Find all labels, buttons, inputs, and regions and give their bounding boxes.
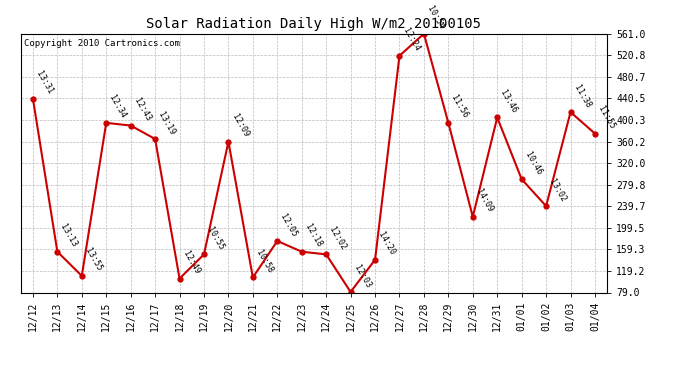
Text: 12:34: 12:34: [108, 94, 128, 120]
Text: 13:13: 13:13: [59, 223, 79, 249]
Text: 12:18: 12:18: [303, 223, 324, 249]
Text: 13:02: 13:02: [547, 177, 568, 203]
Text: 12:43: 12:43: [132, 97, 152, 123]
Text: 11:55: 11:55: [596, 105, 617, 131]
Text: 10:54: 10:54: [425, 5, 446, 31]
Text: 11:38: 11:38: [572, 83, 592, 110]
Text: 12:09: 12:09: [230, 113, 250, 139]
Text: 11:56: 11:56: [450, 94, 470, 120]
Text: 10:58: 10:58: [254, 249, 275, 275]
Text: 12:02: 12:02: [328, 225, 348, 252]
Text: Copyright 2010 Cartronics.com: Copyright 2010 Cartronics.com: [23, 39, 179, 48]
Text: 12:24: 12:24: [401, 27, 421, 53]
Text: 13:55: 13:55: [83, 247, 104, 273]
Title: Solar Radiation Daily High W/m2 20100105: Solar Radiation Daily High W/m2 20100105: [146, 17, 482, 31]
Text: 14:09: 14:09: [474, 188, 495, 214]
Text: 10:55: 10:55: [206, 225, 226, 252]
Text: 10:46: 10:46: [523, 150, 543, 177]
Text: 14:20: 14:20: [377, 231, 397, 257]
Text: 12:05: 12:05: [279, 212, 299, 238]
Text: 13:19: 13:19: [157, 110, 177, 136]
Text: 13:31: 13:31: [34, 70, 55, 96]
Text: 13:46: 13:46: [499, 88, 519, 115]
Text: 12:03: 12:03: [352, 263, 373, 289]
Text: 12:49: 12:49: [181, 250, 201, 276]
